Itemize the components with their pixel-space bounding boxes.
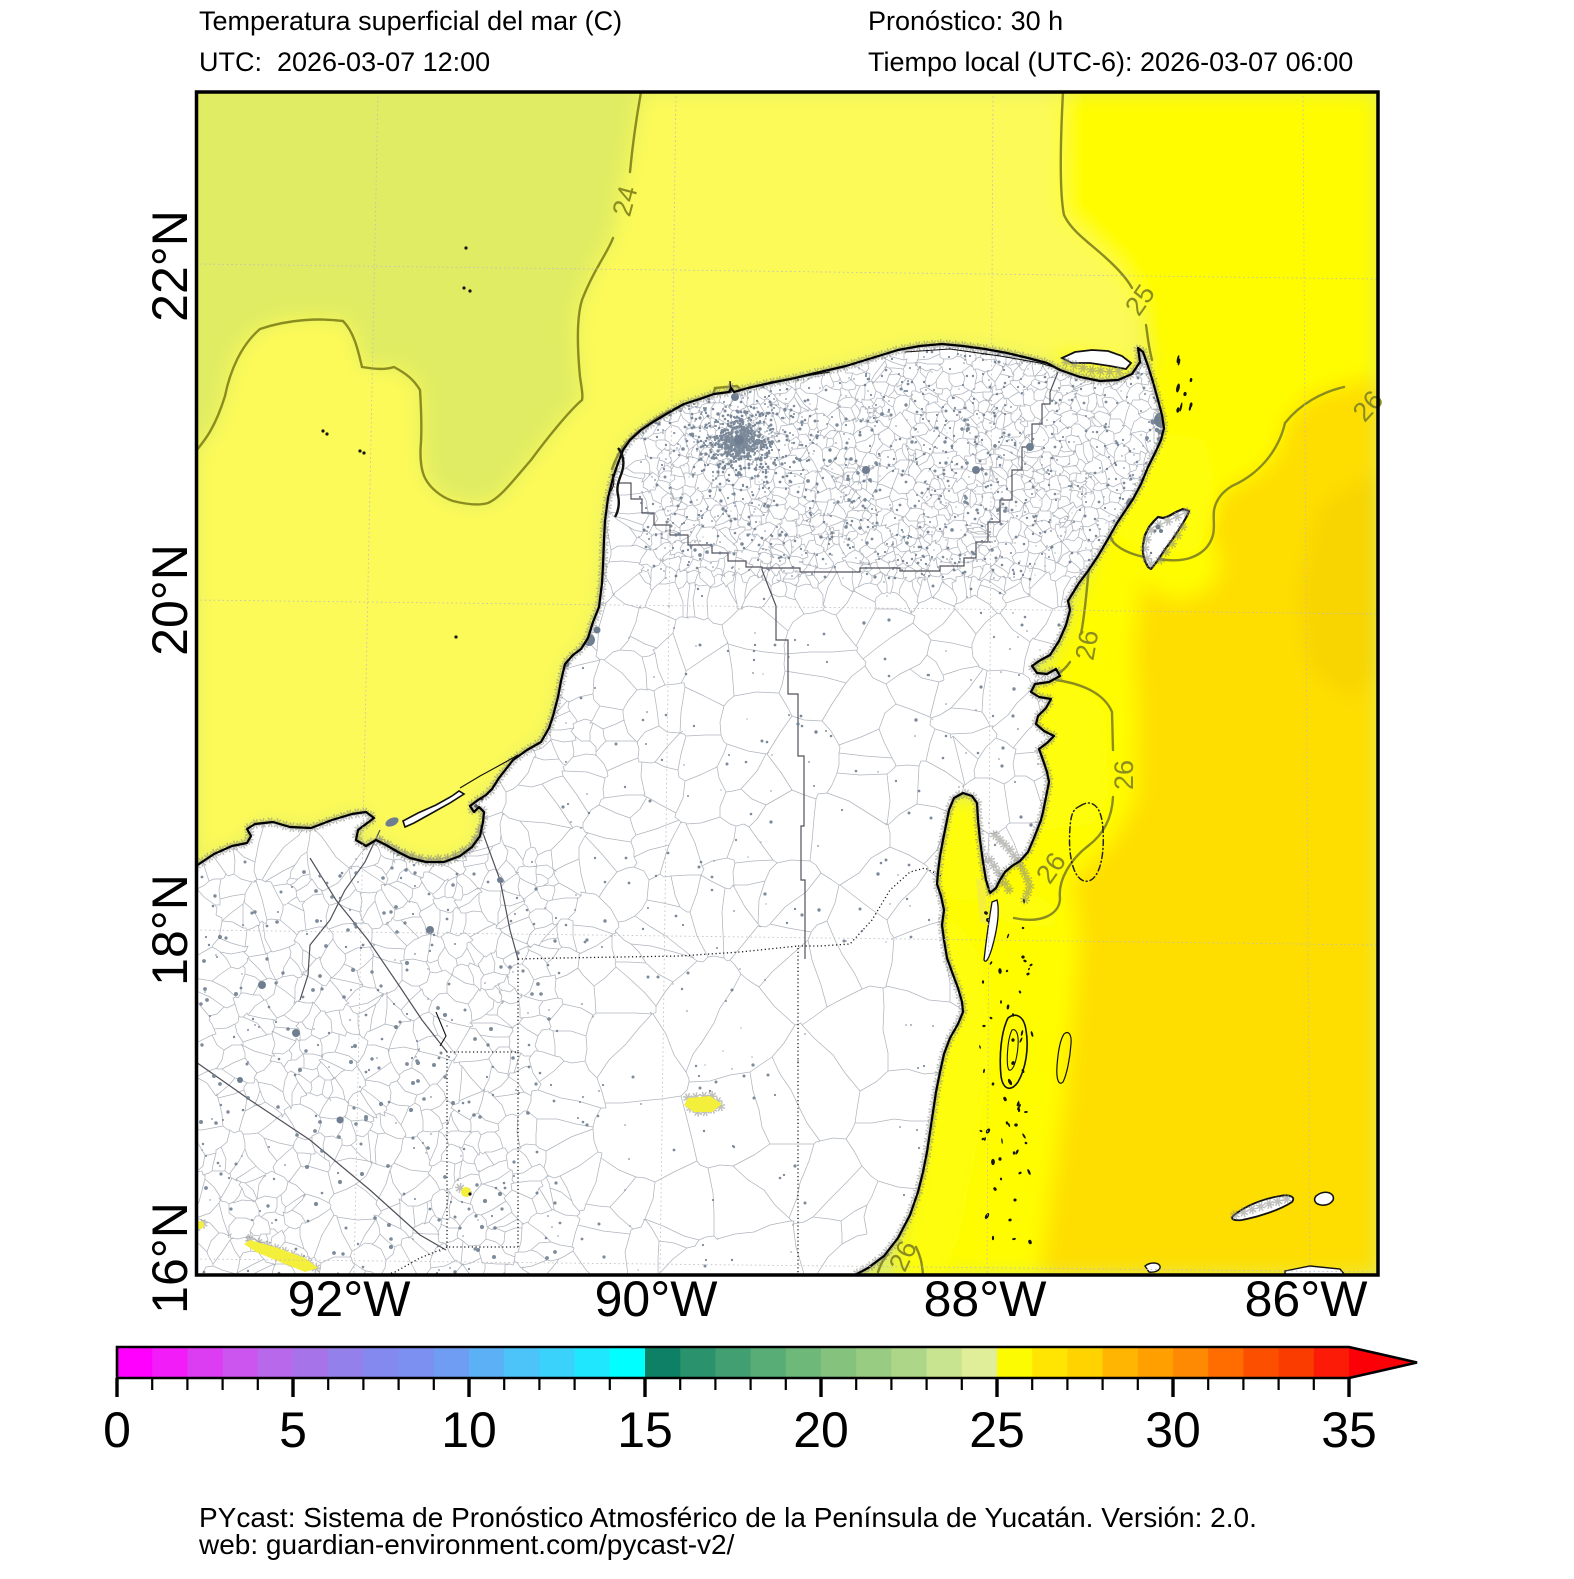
svg-text:22°N: 22°N (142, 210, 198, 322)
svg-text:26: 26 (1070, 628, 1105, 663)
svg-text:web: guardian-environment.com/: web: guardian-environment.com/pycast-v2/ (198, 1529, 735, 1560)
svg-text:35: 35 (1321, 1402, 1377, 1458)
svg-text:86°W: 86°W (1245, 1271, 1369, 1327)
svg-text:Temperatura superficial del ma: Temperatura superficial del mar (C) (199, 6, 622, 36)
svg-text:Tiempo local (UTC-6): 2026-03-: Tiempo local (UTC-6): 2026-03-07 06:00 (868, 47, 1353, 77)
svg-text:15: 15 (617, 1402, 673, 1458)
svg-text:20°N: 20°N (142, 544, 198, 656)
svg-text:26: 26 (1109, 760, 1139, 790)
svg-text:30: 30 (1145, 1402, 1201, 1458)
svg-text:10: 10 (441, 1402, 497, 1458)
svg-text:88°W: 88°W (924, 1271, 1048, 1327)
svg-text:0: 0 (103, 1402, 131, 1458)
svg-text:90°W: 90°W (595, 1271, 719, 1327)
svg-text:5: 5 (279, 1402, 307, 1458)
svg-text:UTC: 2026-03-07 12:00: UTC: 2026-03-07 12:00 (199, 47, 490, 77)
svg-text:16°N: 16°N (142, 1202, 198, 1314)
svg-text:25: 25 (969, 1402, 1025, 1458)
svg-text:92°W: 92°W (288, 1271, 412, 1327)
svg-text:20: 20 (793, 1402, 849, 1458)
svg-text:Pronóstico: 30 h: Pronóstico: 30 h (868, 6, 1063, 36)
svg-text:PYcast: Sistema de Pronóstico: PYcast: Sistema de Pronóstico Atmosféric… (199, 1502, 1257, 1533)
svg-text:18°N: 18°N (142, 874, 198, 986)
